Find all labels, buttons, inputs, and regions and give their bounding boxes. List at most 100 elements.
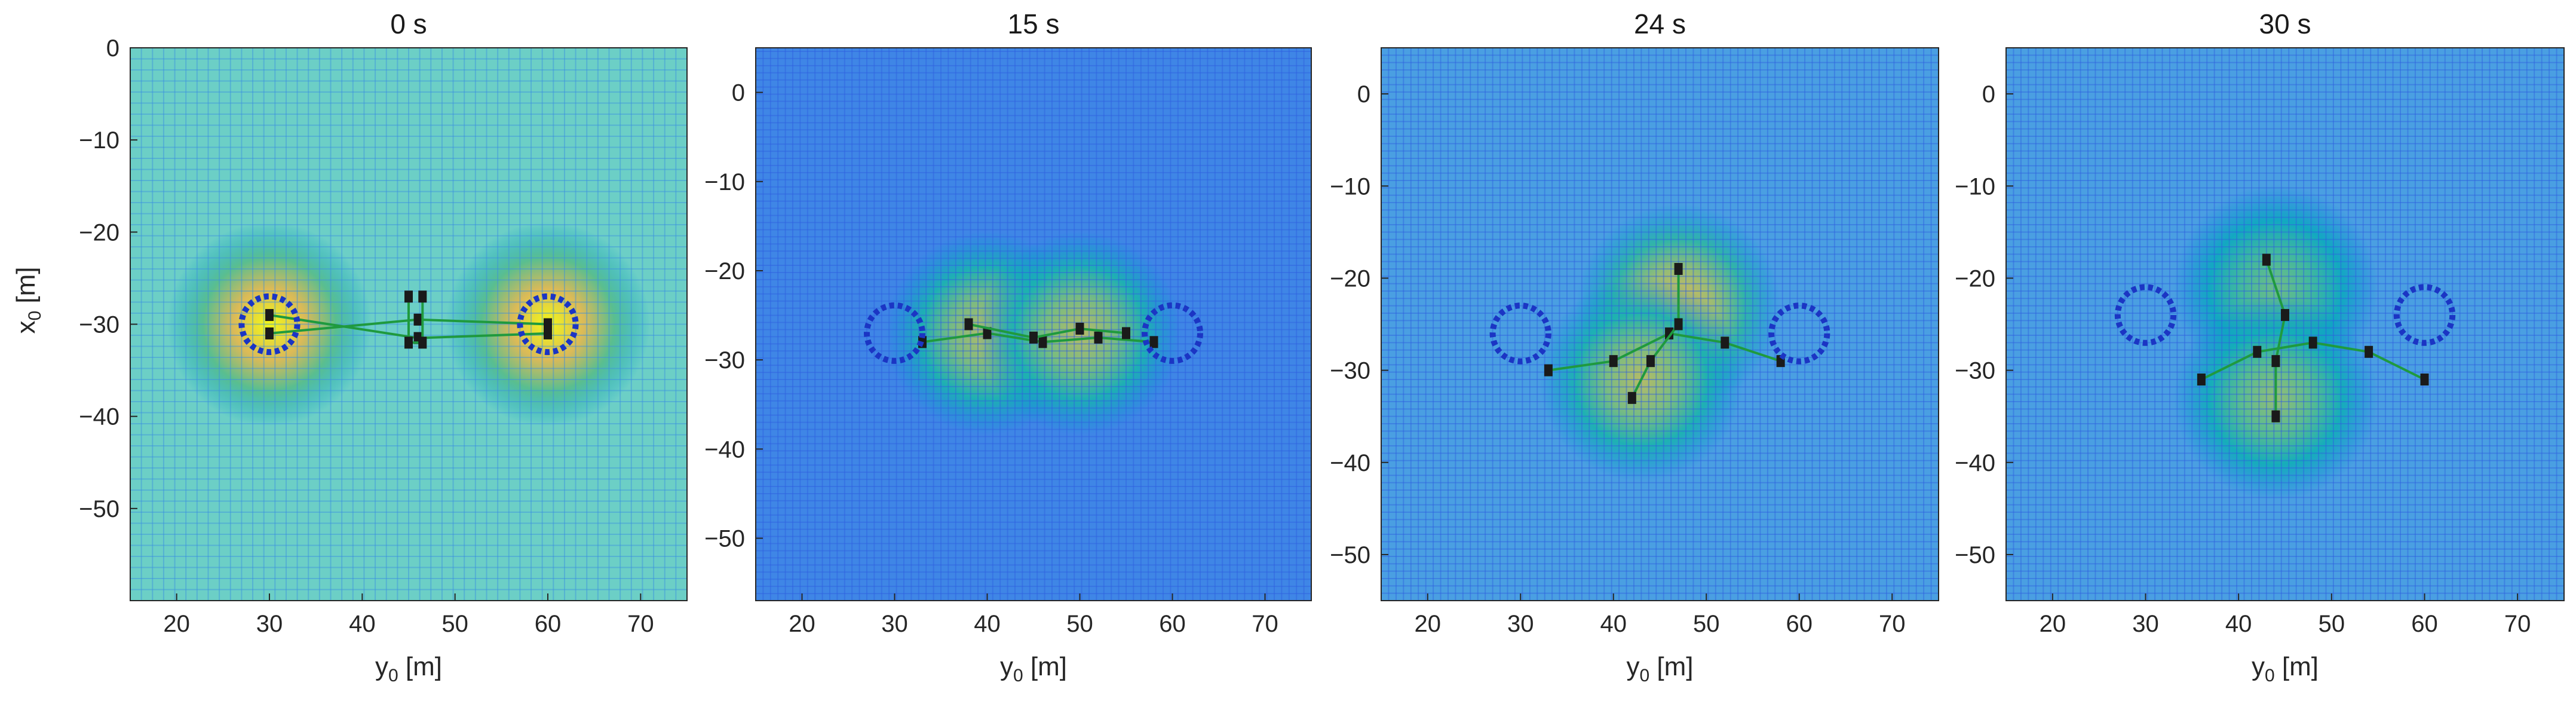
y-tick-label: −50	[1955, 542, 1995, 568]
trace-marker	[1029, 331, 1038, 344]
trace-line	[2265, 259, 2287, 417]
y-tick-label: −30	[79, 312, 119, 338]
trace-marker	[404, 336, 413, 349]
heatmap-body	[756, 48, 1311, 601]
trace-marker	[2308, 336, 2317, 349]
trace-marker	[418, 336, 427, 349]
trace-marker	[2262, 253, 2271, 266]
x-tick-label: 40	[1600, 611, 1627, 637]
trace-marker	[1544, 364, 1553, 377]
x-tick-label: 30	[1507, 611, 1534, 637]
heatmap-body	[1381, 48, 1939, 601]
x-tick-label: 20	[2040, 611, 2066, 637]
x-tick-label: 20	[789, 611, 815, 637]
y-tick-label: 0	[732, 80, 745, 106]
y-tick-label: 0	[106, 35, 119, 62]
y-tick-label: −30	[1330, 358, 1370, 384]
y-tick-label: −40	[1330, 450, 1370, 476]
x-tick-label: 40	[974, 611, 1001, 637]
trace-marker	[2420, 374, 2429, 385]
trace-marker	[404, 290, 413, 303]
trace-marker	[265, 327, 274, 339]
x-axis-label: y0 [m]	[375, 652, 442, 685]
mesh-grid	[756, 48, 1311, 601]
y-tick-label: −20	[79, 219, 119, 246]
trace-marker	[2281, 309, 2289, 322]
trace-marker	[1721, 336, 1729, 349]
x-tick-label: 60	[1159, 611, 1186, 637]
y-tick-label: −20	[704, 258, 745, 284]
y-tick-label: −10	[79, 127, 119, 154]
trace-marker	[964, 318, 973, 330]
mesh-grid	[130, 48, 687, 601]
trace-marker	[983, 327, 992, 339]
y-tick-label: −40	[704, 436, 745, 463]
trace-marker	[2271, 410, 2280, 423]
panel-title: 24 s	[1634, 8, 1686, 39]
x-tick-label: 20	[1415, 611, 1442, 637]
trace-marker	[2197, 374, 2206, 385]
y-tick-label: 0	[1982, 81, 1995, 108]
mesh-grid	[1381, 48, 1939, 601]
y-tick-label: 0	[1357, 81, 1370, 108]
x-tick-label: 70	[1879, 611, 1906, 637]
x-tick-label: 50	[441, 611, 468, 637]
source-circle	[864, 302, 925, 364]
trace-marker	[418, 290, 427, 303]
x-axis-label: y0 [m]	[2252, 652, 2319, 685]
trace-marker	[1627, 391, 1636, 404]
trace-marker	[544, 327, 552, 339]
x-tick-label: 60	[1786, 611, 1813, 637]
y-tick-label: −40	[79, 404, 119, 430]
x-tick-label: 20	[163, 611, 190, 637]
x-axis-label: y0 [m]	[1000, 652, 1067, 685]
trace-marker	[1149, 336, 1158, 348]
trace-marker	[1038, 336, 1047, 348]
source-circle	[517, 293, 579, 356]
source-circle	[1489, 302, 1551, 365]
y-tick-label: −50	[1330, 542, 1370, 568]
source-circle	[2393, 284, 2456, 346]
y-tick-label: −10	[1330, 173, 1370, 200]
trace-marker	[2365, 345, 2373, 358]
x-tick-label: 40	[2225, 611, 2252, 637]
x-tick-label: 70	[2504, 611, 2531, 637]
panel-2: 20 30 40 50 60 70 0 −10 −20 −30 −40 −50 24 s y0 [m]	[1330, 8, 1939, 685]
trace-marker	[413, 313, 422, 326]
y-tick-label: −30	[704, 347, 745, 374]
y-tick-label: −40	[1955, 450, 1995, 476]
axes-box	[2005, 47, 2565, 601]
axes-box	[1381, 47, 1939, 601]
trace-marker	[265, 309, 274, 322]
heat-hotspot	[167, 222, 372, 427]
x-tick-label: 30	[881, 611, 908, 637]
y-tick-label: −10	[1955, 173, 1995, 200]
source-circle	[1768, 302, 1830, 365]
x-tick-label: 30	[256, 611, 283, 637]
trace-marker	[1674, 263, 1683, 275]
trace-marker	[1674, 318, 1683, 330]
y-tick-label: −20	[1955, 265, 1995, 292]
x-tick-label: 60	[535, 611, 562, 637]
source-circle	[2114, 284, 2177, 346]
trace-marker	[1075, 322, 1084, 335]
x-tick-label: 60	[2411, 611, 2438, 637]
trace-line	[407, 296, 424, 344]
x-tick-label: 70	[1252, 611, 1278, 637]
panel-1: 20 30 40 50 60 70 0 −10 −20 −30 −40 −50 15 s y0 [m]	[704, 8, 1312, 685]
trace-marker	[1094, 331, 1103, 344]
y-tick-label: −10	[704, 169, 745, 195]
trace-marker	[1122, 327, 1130, 339]
axes-box	[755, 47, 1312, 601]
x-tick-label: 50	[2319, 611, 2345, 637]
trace-marker	[1665, 327, 1674, 339]
y-tick-label: −30	[1955, 358, 1995, 384]
trace-marker	[1609, 355, 1618, 368]
trace-marker	[1646, 355, 1655, 368]
trace-marker	[544, 318, 552, 330]
y-tick-label: −50	[79, 496, 119, 522]
panel-title: 30 s	[2259, 8, 2311, 39]
y-tick-label: −20	[1330, 265, 1370, 292]
mesh-grid	[2006, 48, 2564, 601]
